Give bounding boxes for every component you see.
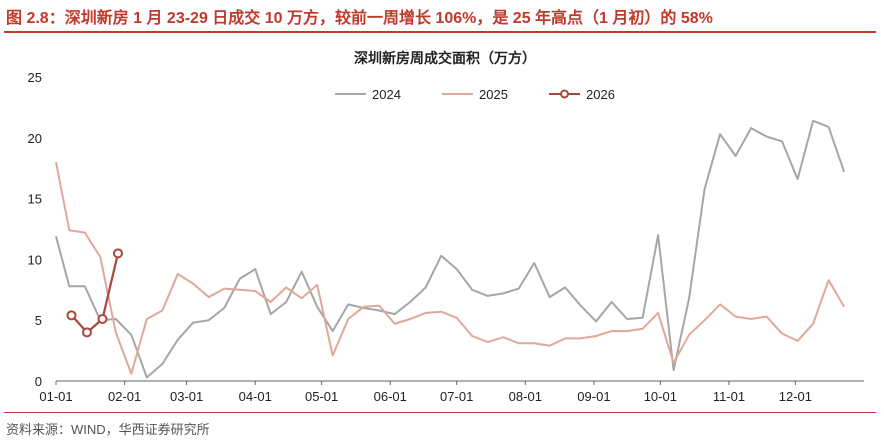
figure-title: 图 2.8：深圳新房 1 月 23-29 日成交 10 万方，较前一周增长 10…: [6, 10, 713, 27]
x-tick-label: 12-01: [779, 389, 812, 404]
plot-area: [55, 119, 846, 379]
x-axis: 01-01 02-01 03-01 04-01 05-01 06-01 07-01 08-01…: [39, 380, 864, 404]
title-divider: [4, 31, 876, 33]
x-tick-label: 11-01: [713, 389, 745, 404]
y-tick-label: 5: [35, 313, 42, 328]
x-tick-label: 09-01: [577, 389, 610, 404]
source-note: 资料来源：WIND，华西证券研究所: [6, 422, 210, 437]
series-point-2026: [66, 310, 77, 321]
chart-title: 深圳新房周成交面积（万方）: [354, 50, 536, 66]
x-tick-label: 07-01: [440, 389, 473, 404]
legend-marker-2026: [560, 89, 569, 99]
series-line-2024: [55, 119, 846, 379]
x-tick-label: 05-01: [305, 389, 338, 404]
series-point-2026: [81, 327, 92, 338]
series-line-2026: [70, 253, 120, 334]
chart-legend: 2024 2025 2026: [335, 87, 615, 102]
y-tick-label: 20: [28, 131, 42, 146]
x-tick-label: 10-01: [644, 389, 677, 404]
x-tick-label: 01-01: [39, 389, 72, 404]
y-axis: 0 5 10 15 20 25: [28, 70, 42, 389]
footer-divider: [4, 412, 876, 413]
x-tick-label: 04-01: [239, 389, 272, 404]
y-tick-label: 25: [28, 70, 42, 85]
x-tick-label: 03-01: [170, 389, 203, 404]
series-point-2026: [97, 313, 108, 324]
x-tick-label: 02-01: [108, 389, 141, 404]
legend-label-2026: 2026: [586, 87, 615, 102]
series-line-2025: [55, 161, 845, 375]
y-tick-label: 10: [28, 252, 42, 267]
x-tick-label: 06-01: [374, 389, 407, 404]
legend-label-2025: 2025: [479, 87, 508, 102]
y-tick-label: 15: [28, 192, 42, 207]
y-tick-label: 0: [35, 374, 42, 389]
series-point-2026: [112, 248, 123, 259]
x-tick-label: 08-01: [509, 389, 542, 404]
legend-label-2024: 2024: [372, 87, 401, 102]
